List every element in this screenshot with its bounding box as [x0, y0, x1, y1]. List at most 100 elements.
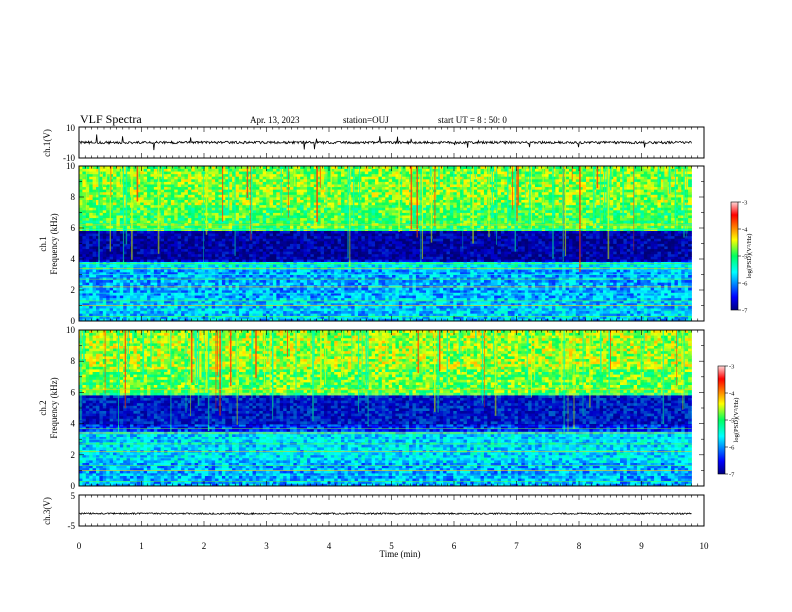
spectrogram-cell — [347, 302, 352, 306]
spectrogram-cell — [221, 168, 226, 172]
spectrogram-cell — [289, 313, 294, 317]
spectrogram-cell — [303, 243, 308, 247]
spectrogram-cell — [96, 171, 100, 175]
spectrogram-cell — [191, 217, 196, 221]
spectrogram-cell — [320, 300, 325, 304]
spectrogram-cell — [272, 225, 277, 229]
spectrogram-cell — [334, 207, 339, 211]
spectrogram-cell — [208, 171, 213, 175]
spectrogram-cell — [198, 318, 202, 321]
spectrogram-cell — [92, 238, 97, 242]
spectrogram-cell — [123, 302, 128, 306]
spectrogram-cell — [82, 225, 87, 229]
spectrogram-cell — [306, 269, 311, 273]
spectrogram-cell — [296, 173, 301, 177]
spectrogram-cell — [79, 310, 83, 314]
spectrogram-cell — [153, 194, 158, 198]
spectrogram-cell — [289, 186, 294, 190]
spectrogram-cell — [238, 197, 243, 200]
spectrogram-cell — [126, 173, 131, 177]
spectrogram-cell — [266, 253, 270, 257]
spectrogram-cell — [113, 215, 117, 219]
spectrogram-cell — [79, 259, 83, 262]
spectrogram-cell — [245, 199, 250, 203]
spectrogram-cell — [313, 199, 318, 203]
spectrogram-cell — [198, 235, 202, 239]
spectrogram-cell — [96, 184, 100, 188]
spectrogram-cell — [164, 271, 168, 275]
spectrogram-cell — [85, 212, 90, 216]
spectrogram-cell — [232, 246, 236, 250]
spectrogram-cell — [184, 209, 189, 213]
spectrogram-cell — [170, 212, 175, 216]
spectrogram-cell — [187, 202, 192, 206]
spectrogram-cell — [174, 199, 179, 203]
spectrogram-cell — [324, 256, 328, 260]
spectrogram-cell — [286, 295, 291, 299]
spectrogram-cell — [344, 225, 349, 229]
spectrogram-cell — [313, 297, 318, 301]
spectrogram-cell — [184, 181, 189, 185]
spectrogram-cell — [194, 204, 199, 208]
spectrogram-cell — [266, 176, 270, 180]
spectrogram-cell — [228, 178, 233, 182]
spectrogram-cell — [266, 264, 270, 268]
spectrogram-cell — [113, 209, 117, 213]
spectrogram-cell — [286, 220, 291, 224]
spectrogram-cell — [334, 308, 339, 312]
spectrogram-cell — [347, 277, 352, 281]
spectrogram-cell — [317, 181, 321, 185]
spectrogram-cell — [153, 256, 158, 260]
spectrogram-cell — [249, 277, 253, 281]
spectrogram-cell — [184, 189, 189, 193]
spectrogram-cell — [160, 302, 165, 306]
spectrogram-cell — [296, 207, 301, 211]
spectrogram-cell — [167, 171, 172, 175]
spectrogram-cell — [262, 209, 267, 213]
spectrogram-cell — [296, 184, 301, 188]
spectrogram-cell — [99, 295, 104, 299]
spectrogram-cell — [245, 251, 250, 255]
spectrogram-cell — [215, 207, 219, 211]
spectrogram-cell — [313, 308, 318, 312]
spectrogram-cell — [337, 251, 342, 255]
spectrogram-cell — [181, 261, 185, 265]
spectrogram-cell — [303, 171, 308, 175]
spectrogram-cell — [167, 194, 172, 198]
spectrogram-cell — [286, 248, 291, 252]
spectrogram-cell — [252, 261, 257, 265]
spectrogram-cell — [252, 207, 257, 211]
spectrogram-cell — [116, 184, 121, 188]
spectrogram-cell — [204, 235, 209, 239]
spectrogram-cell — [334, 318, 339, 321]
spectrogram-cell — [174, 300, 179, 304]
spectrogram-cell — [116, 178, 121, 182]
spectrogram-cell — [242, 178, 247, 182]
spectrogram-cell — [79, 189, 83, 193]
spectrogram-cell — [194, 238, 199, 242]
spectrogram-cell — [232, 209, 236, 213]
spectrogram-cell — [102, 181, 107, 185]
spectrogram-cell — [96, 204, 100, 208]
spectrogram-cell — [170, 256, 175, 260]
spectrogram-cell — [303, 318, 308, 321]
spectrogram-cell — [187, 305, 192, 309]
spectrogram-cell — [191, 178, 196, 182]
spectrogram-cell — [218, 212, 223, 216]
spectrogram-cell — [276, 215, 281, 219]
spectrogram-cell — [272, 204, 277, 208]
spectrogram-cell — [174, 302, 179, 306]
spectrogram-cell — [123, 240, 128, 244]
spectrogram-cell — [133, 235, 138, 239]
spectrogram-cell — [147, 253, 151, 257]
spectrogram-cell — [276, 264, 281, 268]
spectrogram-cell — [300, 204, 304, 208]
spectrogram-cell — [187, 173, 192, 177]
spectrogram-cell — [238, 271, 243, 275]
spectrogram-cell — [320, 292, 325, 296]
spectrogram-cell — [259, 209, 264, 213]
spectrogram-cell — [306, 235, 311, 239]
spectrogram-cell — [82, 168, 87, 172]
spectrogram-cell — [167, 259, 172, 262]
spectrogram-cell — [334, 282, 339, 286]
